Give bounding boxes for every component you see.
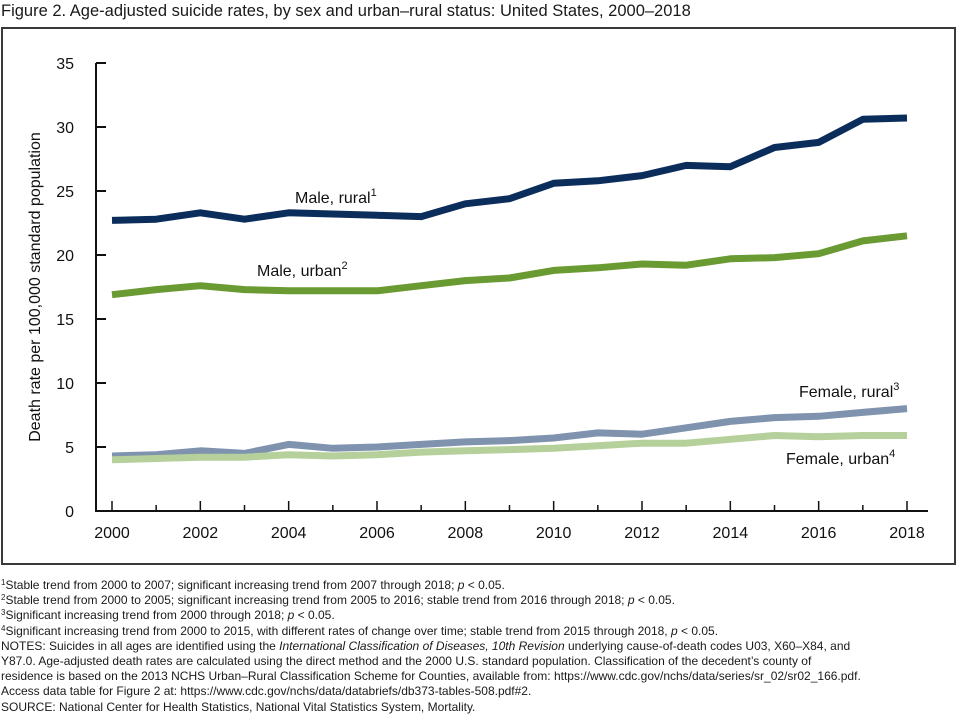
y-tick-label: 5 [65,440,74,457]
chart-frame [1,27,956,565]
x-tick-label: 2016 [801,525,837,542]
x-tick-label: 2012 [624,525,660,542]
x-tick-label: 2006 [359,525,395,542]
x-tick-label: 2008 [448,525,484,542]
x-tick-label: 2002 [183,525,219,542]
footnotes: 1Stable trend from 2000 to 2007; signifi… [1,578,959,715]
y-tick-label: 35 [56,56,74,73]
series-line-female-rural [111,405,908,460]
x-tick-label: 2000 [94,525,130,542]
label-female-rural: Female, rural3 [799,381,899,401]
figure-title: Figure 2. Age-adjusted suicide rates, by… [1,2,691,20]
footnote-4: 4Significant increasing trend from 2000 … [1,623,719,638]
series-lines [111,114,908,464]
footnote-3: 3Significant increasing trend from 2000 … [1,608,335,623]
series-line-male-rural [111,114,908,224]
y-tick-label: 0 [65,504,74,521]
series-line-female-urban [111,432,907,464]
source-text: SOURCE: National Center for Health Stati… [1,699,476,714]
label-male-rural: Male, rural1 [295,187,377,207]
y-axis-title: Death rate per 100,000 standard populati… [27,132,44,442]
x-tick-label: 2014 [713,525,749,542]
data-table-link[interactable]: Access data table for Figure 2 at: https… [1,684,532,699]
x-tick-label: 2018 [889,525,925,542]
footnote-1: 1Stable trend from 2000 to 2007; signifi… [1,578,505,592]
notes-text: NOTES: Suicides in all ages are identifi… [1,638,851,653]
axes: 0 5 10 15 20 25 30 35 2000 2002 2004 2006 2008 2010 20… [56,56,928,542]
label-female-urban: Female, urban4 [786,448,895,468]
footnote-2: 2Stable trend from 2000 to 2005; signifi… [1,593,675,608]
line-chart: 0 5 10 15 20 25 30 35 2000 2002 2004 2006 2008 2010 20… [27,56,928,542]
x-tick-label: 2010 [536,525,572,542]
y-tick-label: 20 [56,248,74,265]
y-tick-label: 30 [56,120,74,137]
y-tick-label: 25 [56,184,74,201]
y-tick-label: 15 [56,312,74,329]
label-male-urban: Male, urban2 [257,260,348,280]
series-line-male-urban [111,232,908,299]
notes-text-line-2: Y87.0. Age-adjusted death rates are calc… [1,654,812,669]
x-tick-label: 2004 [271,525,307,542]
y-tick-label: 10 [56,376,74,393]
notes-text-line-3: residence is based on the 2013 NCHS Urba… [1,669,861,684]
